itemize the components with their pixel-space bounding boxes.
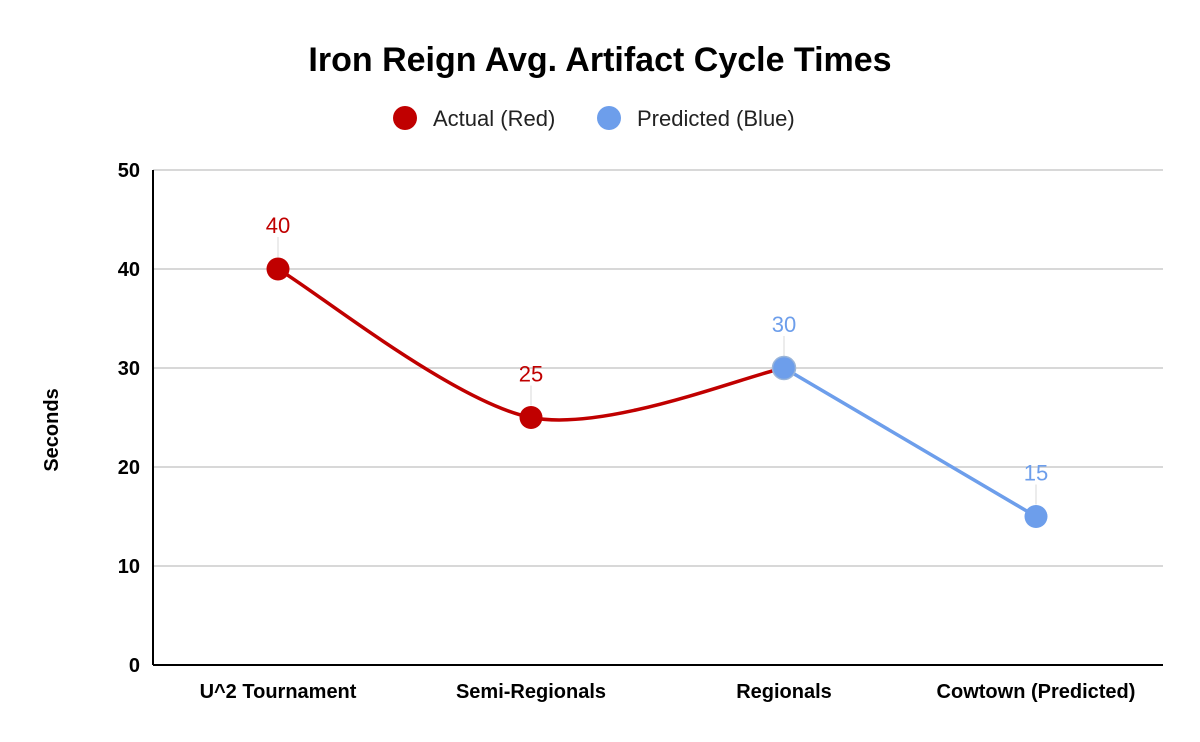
data-label-2: 30 [772,312,796,337]
x-tick-label-1: Semi-Regionals [456,681,606,703]
y-tick-label-0: 0 [129,655,140,677]
x-tick-label-3: Cowtown (Predicted) [937,681,1136,703]
legend-marker-0 [393,106,417,130]
y-tick-label-10: 10 [118,556,140,578]
y-tick-label-30: 30 [118,358,140,380]
legend-label-0: Actual (Red) [433,106,555,131]
data-points [266,257,1048,528]
x-axis-ticks: U^2 Tournament Semi-Regionals Regionals Cow… [200,681,1136,703]
data-labels: 40 25 30 15 [266,213,1048,486]
data-label-3: 15 [1024,461,1048,486]
axes [152,170,1163,666]
y-tick-label-20: 20 [118,457,140,479]
y-axis-label: Seconds [41,388,63,471]
legend-label-1: Predicted (Blue) [637,106,795,131]
x-tick-label-0: U^2 Tournament [200,681,357,703]
y-tick-label-40: 40 [118,259,140,281]
series-lines [276,267,1038,519]
data-label-leaders [277,237,1037,505]
gridlines [153,169,1163,567]
series-line-1 [782,366,1038,519]
y-axis-ticks: 0 10 20 30 40 50 [118,160,140,677]
legend-marker-1 [597,106,621,130]
legend: Actual (Red) Predicted (Blue) [393,106,795,131]
data-label-1: 25 [519,362,543,387]
y-tick-label-50: 50 [118,160,140,182]
data-point-s1-2 [771,355,797,381]
data-label-0: 40 [266,213,290,238]
x-tick-label-2: Regionals [736,681,832,703]
chart-title: Iron Reign Avg. Artifact Cycle Times [308,41,891,79]
data-point-s1-3 [1024,505,1048,528]
data-point-s0-1 [519,406,543,429]
data-point-s0-0 [266,257,290,281]
